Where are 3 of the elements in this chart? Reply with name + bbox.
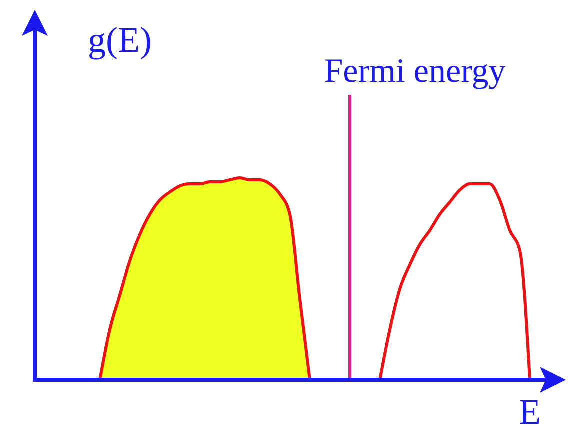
x-axis-title: E bbox=[519, 392, 541, 432]
text: Fermi energy bbox=[324, 53, 506, 90]
y-axis-title: g(E) bbox=[88, 20, 152, 60]
